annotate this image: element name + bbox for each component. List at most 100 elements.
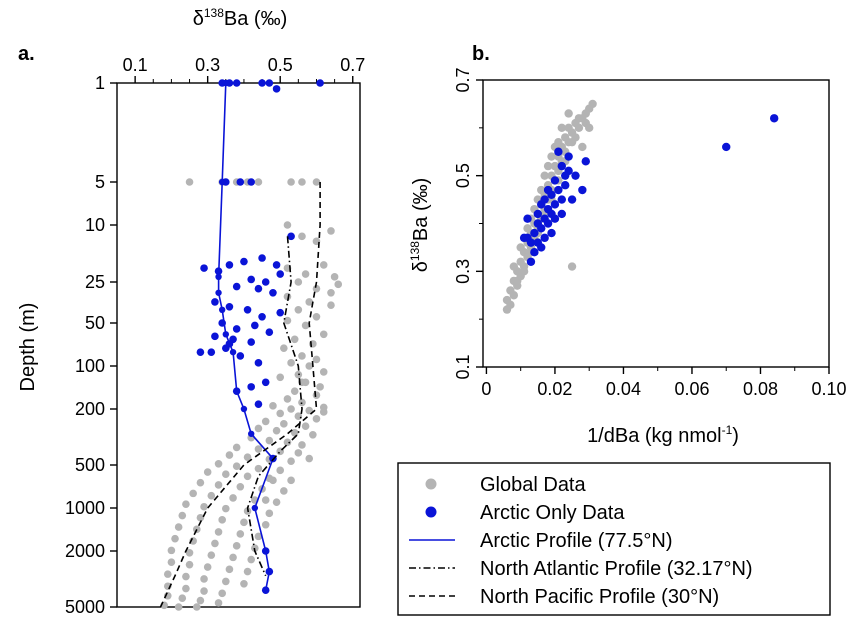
panel-b-point — [537, 243, 546, 252]
panel-a-plot-area — [159, 79, 343, 611]
panel-a-point — [203, 468, 212, 476]
panel-a-point — [327, 227, 335, 235]
panel-a-xlabel: δ138Ba (‰) — [193, 6, 288, 30]
panel-a-point — [207, 491, 216, 500]
panel-b-point — [581, 109, 590, 118]
panel-a-point — [319, 330, 328, 339]
panel-b-x-tick-label: 0.02 — [537, 379, 572, 399]
panel-b-point — [543, 219, 553, 228]
panel-a-point — [290, 335, 299, 344]
legend-label: North Pacific Profile (30°N) — [480, 586, 719, 608]
panel-b-point — [574, 114, 584, 123]
panel-a-point — [185, 560, 194, 569]
panel-a-point — [301, 422, 310, 430]
panel-b-y-tick-label: 0.7 — [453, 67, 473, 92]
panel-a-point — [319, 408, 328, 416]
panel-a-ylabel: Depth (m) — [17, 303, 39, 392]
panel-a-point — [272, 498, 281, 506]
panel-a: a. δ138Ba (‰) Depth (m) 0.1 0.3 0.5 0.7 151… — [17, 6, 365, 617]
panel-b-point — [557, 195, 566, 204]
panel-a-point — [218, 589, 226, 598]
panel-a-point — [211, 539, 219, 548]
panel-b-point — [523, 224, 532, 233]
panel-a-point — [294, 306, 303, 314]
panel-a-point — [200, 587, 208, 595]
panel-b-point — [533, 209, 543, 219]
panel-a-point — [305, 298, 314, 306]
panel-b-point — [557, 123, 566, 133]
panel-b-point — [506, 300, 515, 310]
panel-a-point — [254, 445, 263, 453]
panel-a-point — [287, 359, 295, 367]
panel-a-x-tick-label: 0.5 — [268, 55, 293, 75]
panel-a-point — [232, 79, 241, 87]
panel-a-point — [312, 415, 321, 423]
panel-a-point — [167, 558, 176, 566]
panel-a-profile-point — [262, 587, 269, 594]
panel-b-point — [581, 157, 590, 166]
panel-a-point — [298, 232, 306, 241]
panel-a-point — [283, 221, 292, 229]
panel-a-point — [269, 476, 277, 485]
legend-box — [397, 462, 831, 616]
panel-a-point — [258, 312, 266, 321]
panel-b-label: b. — [472, 43, 490, 65]
legend-label: Arctic Only Data — [480, 502, 625, 524]
panel-b-y-tick-label: 0.1 — [453, 354, 473, 379]
panel-a-point — [261, 417, 270, 426]
panel-a-point — [254, 284, 263, 293]
panel-a-y-tick-label: 10 — [85, 215, 105, 235]
panel-a-point — [254, 424, 263, 433]
panel-a-y-tick-label: 25 — [85, 272, 105, 292]
panel-a-profile-point — [218, 178, 226, 186]
panel-b-x-tick-label: 0.10 — [811, 379, 846, 399]
panel-b-point — [557, 209, 566, 219]
panel-a-point — [174, 523, 183, 531]
panel-a-point — [283, 395, 292, 403]
panel-b-point — [537, 224, 546, 233]
panel-a-point — [298, 178, 306, 186]
panel-a-point — [174, 603, 183, 611]
panel-b-point — [557, 161, 566, 171]
panel-a-point — [236, 178, 245, 186]
panel-a-point — [294, 449, 303, 457]
panel-a-point — [319, 261, 328, 269]
panel-b-point — [550, 200, 560, 209]
panel-a-point — [287, 457, 295, 466]
panel-a-point — [309, 430, 317, 439]
panel-a-point — [196, 513, 205, 522]
panel-a-y-tick-label: 2000 — [65, 541, 105, 561]
panel-a-point — [334, 280, 343, 289]
panel-a-point — [265, 328, 274, 337]
panel-a-point — [236, 482, 245, 491]
panel-a-point — [247, 383, 255, 391]
panel-b-x-ticks: 0 0.02 0.04 0.06 0.08 0.10 — [481, 367, 847, 399]
panel-a-point — [276, 409, 285, 418]
panel-a-point — [243, 453, 252, 461]
panel-a-point — [316, 79, 324, 87]
panel-a-profile-point — [266, 568, 273, 575]
panel-b-point — [567, 262, 577, 271]
panel-a-point — [312, 178, 321, 186]
panel-a-point — [261, 278, 270, 286]
panel-b-point — [567, 195, 577, 204]
panel-b-point — [554, 147, 563, 156]
panel-a-point — [163, 570, 172, 578]
panel-a-label: a. — [18, 43, 35, 65]
panel-a-point — [178, 594, 187, 603]
panel-b-series-arctic-only-data — [519, 114, 779, 266]
panel-a-point — [222, 344, 230, 352]
panel-a-point — [261, 378, 270, 387]
panel-a-point — [243, 306, 252, 314]
panel-a-point — [312, 355, 321, 364]
panel-a-point — [196, 596, 205, 605]
legend-label: North Atlantic Profile (32.17°N) — [480, 558, 753, 580]
panel-a-point — [254, 178, 263, 186]
panel-a-point — [287, 178, 295, 186]
panel-a-point — [240, 579, 248, 588]
panel-b-point — [578, 185, 587, 195]
panel-a-profile-point — [222, 79, 230, 87]
panel-a-point — [272, 426, 281, 435]
panel-a-point — [258, 254, 266, 262]
panel-a-point — [247, 555, 255, 564]
